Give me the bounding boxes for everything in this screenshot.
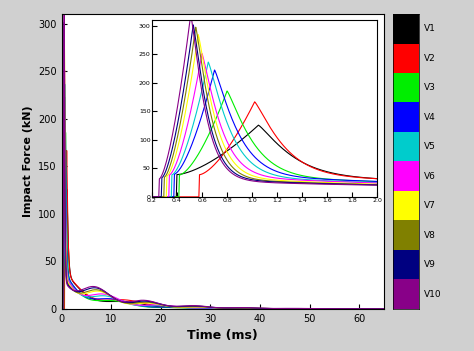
Text: V10: V10 xyxy=(424,290,442,299)
Bar xyxy=(393,73,419,102)
Text: V2: V2 xyxy=(424,54,436,63)
Bar xyxy=(393,279,419,309)
Text: V3: V3 xyxy=(424,83,436,92)
Text: V9: V9 xyxy=(424,260,436,269)
Bar xyxy=(393,250,419,279)
Text: V6: V6 xyxy=(424,172,436,181)
Bar xyxy=(393,44,419,73)
Text: V4: V4 xyxy=(424,113,436,122)
Bar xyxy=(393,14,419,44)
Bar xyxy=(393,132,419,161)
Bar xyxy=(393,161,419,191)
Text: V5: V5 xyxy=(424,142,436,151)
Text: V8: V8 xyxy=(424,231,436,240)
Bar xyxy=(393,220,419,250)
Y-axis label: Impact Force (kN): Impact Force (kN) xyxy=(23,106,33,217)
X-axis label: Time (ms): Time (ms) xyxy=(187,329,258,342)
Bar xyxy=(393,191,419,220)
Bar xyxy=(393,102,419,132)
Text: V7: V7 xyxy=(424,201,436,210)
Text: V1: V1 xyxy=(424,24,436,33)
